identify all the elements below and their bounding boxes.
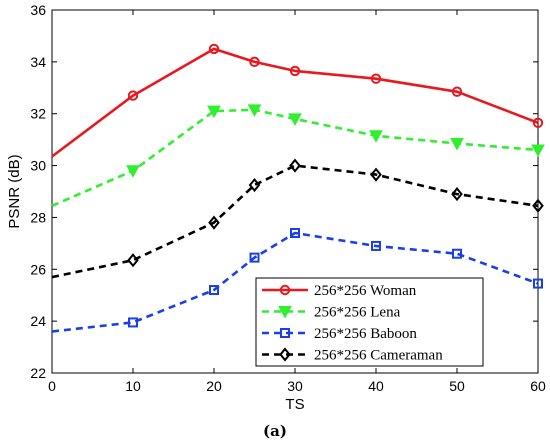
axis-ticks: 0 10 20 30 40 50 60 22 24 26 28 30 32 34 36	[30, 2, 546, 394]
y-tick-label: 26	[30, 261, 46, 277]
data-point-marker	[531, 144, 545, 158]
x-tick-label: 20	[206, 378, 222, 394]
series-256-256-cameraman	[51, 158, 544, 279]
legend-marker	[279, 347, 291, 362]
y-tick-label: 32	[30, 106, 46, 122]
data-point-marker	[247, 104, 262, 117]
y-tick-label: 34	[30, 54, 46, 70]
data-point-marker	[249, 56, 260, 68]
series-256-256-lena	[51, 104, 545, 207]
legend-item: 256*256 Baboon	[262, 326, 417, 342]
legend-item: 256*256 Woman	[262, 283, 417, 299]
data-point-marker	[370, 73, 382, 84]
legend-item: 256*256 Cameraman	[262, 347, 443, 364]
chart-svg: 0 10 20 30 40 50 60 22 24 26 28 30 32 34 36 256*256 Wo…	[6, 2, 546, 413]
y-tick-label: 30	[30, 158, 46, 174]
y-tick-label: 28	[30, 209, 46, 225]
data-point-marker	[532, 198, 544, 213]
data-point-marker	[371, 240, 381, 251]
data-point-marker	[290, 227, 300, 238]
data-point-marker	[208, 43, 220, 55]
data-point-marker	[289, 158, 301, 173]
data-point-marker	[288, 113, 302, 126]
data-point-marker	[127, 253, 139, 268]
data-point-marker	[207, 105, 221, 119]
data-point-marker	[126, 165, 140, 178]
legend-label: 256*256 Woman	[314, 283, 417, 299]
y-tick-label: 24	[30, 313, 46, 329]
data-point-marker	[249, 252, 260, 263]
x-tick-label: 50	[449, 378, 465, 394]
series-line	[51, 231, 539, 333]
series-layer	[51, 43, 545, 333]
x-tick-label: 0	[48, 378, 56, 394]
figure-caption: (a)	[263, 422, 287, 440]
series-line	[51, 108, 539, 207]
legend-item: 256*256 Lena	[262, 305, 401, 321]
x-tick-label: 10	[125, 378, 141, 394]
series-line	[51, 47, 539, 158]
series-256-256-baboon	[51, 227, 543, 333]
legend-label: 256*256 Cameraman	[314, 348, 443, 364]
legend-label: 256*256 Baboon	[314, 326, 417, 342]
legend-marker	[278, 306, 292, 319]
series-256-256-woman	[51, 43, 544, 158]
data-point-marker	[369, 130, 383, 143]
data-point-marker	[533, 278, 543, 289]
legend-marker	[279, 284, 291, 296]
data-point-marker	[451, 86, 463, 97]
data-point-marker	[248, 177, 261, 193]
data-point-marker	[209, 285, 219, 296]
legend-label: 256*256 Lena	[314, 305, 401, 321]
data-point-marker	[289, 65, 301, 77]
data-point-marker	[450, 138, 464, 151]
data-point-marker	[451, 187, 463, 202]
data-point-marker	[452, 248, 462, 259]
x-tick-label: 30	[287, 378, 303, 394]
series-line	[51, 164, 539, 279]
x-tick-label: 60	[530, 378, 546, 394]
legend-marker	[280, 328, 290, 338]
y-tick-label: 22	[30, 365, 46, 381]
data-point-marker	[532, 117, 544, 128]
data-point-marker	[127, 90, 139, 101]
y-axis-title: PSNR (dB)	[6, 154, 23, 228]
x-tick-label: 40	[368, 378, 384, 394]
legend: 256*256 Woman 256*256 Lena 256*256 Baboon 2…	[255, 277, 484, 367]
y-tick-label: 36	[30, 2, 46, 18]
data-point-marker	[208, 215, 220, 230]
x-axis-title: TS	[285, 396, 304, 413]
legend-box	[255, 277, 484, 367]
data-point-marker	[370, 167, 382, 182]
data-point-marker	[128, 317, 138, 328]
